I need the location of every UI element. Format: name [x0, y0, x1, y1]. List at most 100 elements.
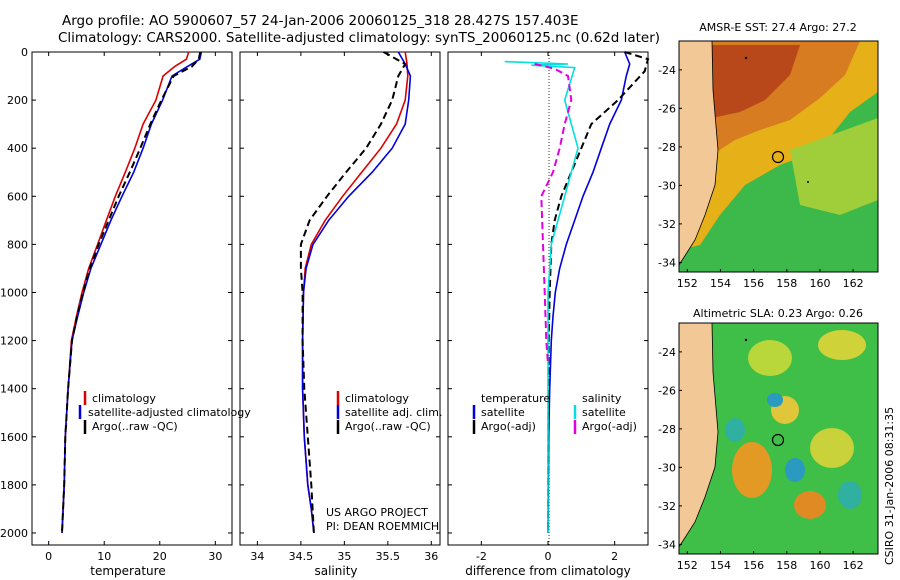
sla-anomaly-blob [838, 481, 862, 509]
y-tick-label: 1800 [0, 479, 28, 492]
sst-map: AMSR-E SST: 27.4 Argo: 27.2 152 154 156 158… [658, 21, 879, 290]
map-x-tick-label: 156 [743, 559, 764, 572]
sla-anomaly-blob [794, 491, 826, 519]
y-tick-label: 2000 [0, 527, 28, 540]
sla-anomaly-blob [748, 340, 792, 376]
legend-label-sal-argo: Argo(-adj) [582, 420, 637, 433]
x-tick-label: 0 [45, 550, 52, 563]
legend-label-argo: Argo(..raw -QC) [92, 420, 178, 433]
salinity-series [299, 51, 412, 534]
sst-map-frame [678, 40, 879, 273]
map-x-tick-label: 158 [776, 559, 797, 572]
sst-hottest-zone [690, 45, 800, 118]
sla-anomaly-blob [732, 442, 772, 498]
map-y-tick-label: -34 [658, 538, 676, 551]
series-line-temperature-argo-adj- [547, 51, 650, 534]
sla-anomaly-blob [810, 428, 854, 468]
x-tick-label: 36 [424, 550, 438, 563]
y-tick-label: 1400 [0, 383, 28, 396]
legend-label-satellite: satellite adj. clim. [345, 406, 442, 419]
csiro-timestamp: CSIRO 31-Jan-2006 08:31:35 [883, 407, 896, 565]
legend-label-satellite: satellite-adjusted climatology [88, 406, 251, 419]
series-line-argo-raw-qc- [61, 51, 202, 534]
map-x-tick-label: 162 [843, 277, 864, 290]
map-x-tick-label: 152 [677, 559, 698, 572]
difference-legend: temperature satellite Argo(-adj) salinit… [472, 392, 637, 434]
legend-heading-salinity: salinity [582, 392, 622, 405]
x-tick-label: -2 [476, 550, 487, 563]
difference-panel: -2 0 2 difference from climatology tempera… [447, 51, 650, 578]
x-tick-label: 2 [611, 550, 618, 563]
y-tick-label: 1000 [0, 286, 28, 299]
temperature-xlabel: temperature [90, 564, 165, 578]
y-tick-label: 400 [7, 142, 28, 155]
figure-title-line1: Argo profile: AO 5900607_57 24-Jan-2006 … [62, 13, 579, 29]
y-tick-label: 200 [7, 94, 28, 107]
x-tick-label: 34 [250, 550, 264, 563]
map-x-tick-label: 158 [776, 277, 797, 290]
sst-transition-zone [790, 118, 878, 215]
sst-island-marker [807, 181, 809, 183]
sla-anomaly-blob [818, 330, 866, 360]
project-label: US ARGO PROJECT [326, 506, 428, 519]
x-tick-label: 35 [337, 550, 351, 563]
map-x-tick-label: 152 [677, 277, 698, 290]
map-y-tick-label: -24 [658, 64, 676, 77]
sst-argo-position-marker [771, 150, 785, 164]
salinity-panel: 34 34.5 35 35.5 36 salinity climatology sate… [239, 51, 442, 578]
x-tick-label: 35.5 [376, 550, 401, 563]
series-line-salinity-satellite [504, 60, 579, 533]
legend-heading-temperature: temperature [481, 392, 550, 405]
map-x-tick-label: 160 [809, 559, 830, 572]
map-y-tick-label: -30 [658, 179, 676, 192]
difference-xlabel: difference from climatology [465, 564, 631, 578]
map-y-tick-label: -24 [658, 346, 676, 359]
temperature-axes-frame [31, 51, 233, 546]
temperature-y-ticks: 0 200 400 600 800 1000 1200 1400 1600 1800 2000 [0, 46, 648, 540]
series-line-climatology [61, 51, 190, 534]
difference-x-ticks: -2 0 2 [476, 52, 618, 563]
y-tick-label: 1200 [0, 335, 28, 348]
sst-map-title: AMSR-E SST: 27.4 Argo: 27.2 [699, 21, 857, 34]
sla-map-frame [678, 322, 879, 555]
map-x-tick-label: 154 [710, 277, 731, 290]
difference-series [504, 51, 650, 534]
legend-label-argo: Argo(..raw -QC) [345, 420, 431, 433]
map-y-tick-label: -28 [658, 423, 676, 436]
sla-anomaly-blob [767, 393, 783, 407]
map-x-tick-label: 154 [710, 559, 731, 572]
sla-island-marker [744, 338, 748, 342]
series-line-satellite-adjusted-climatology [61, 51, 203, 534]
series-line-salinity-argo-adj- [534, 63, 573, 365]
y-tick-label: 800 [7, 238, 28, 251]
temperature-legend: climatology satellite-adjusted climatolo… [78, 391, 251, 434]
map-x-tick-label: 156 [743, 277, 764, 290]
legend-label-temp-satellite: satellite [481, 406, 525, 419]
sla-map-title: Altimetric SLA: 0.23 Argo: 0.26 [693, 307, 863, 320]
map-y-tick-label: -28 [658, 141, 676, 154]
map-y-tick-label: -32 [658, 218, 676, 231]
sst-map-ticks: 152 154 156 158 160 162 -24 -26 -28 -30 -32 -34 [658, 64, 864, 290]
series-line-temperature-satellite [547, 51, 631, 534]
series-line-satellite-adj-clim- [301, 51, 412, 534]
x-tick-label: 10 [97, 550, 111, 563]
y-tick-label: 1600 [0, 431, 28, 444]
sla-map-ticks: 152 154 156 158 160 162 -24 -26 -28 -30 -32 -34 [658, 346, 864, 572]
legend-label-temp-argo: Argo(-adj) [481, 420, 536, 433]
figure-title-line2: Climatology: CARS2000. Satellite-adjuste… [58, 30, 660, 46]
x-tick-label: 20 [153, 550, 167, 563]
temperature-panel: 0 200 400 600 800 1000 1200 1400 1600 1800 2000 0 1… [0, 46, 648, 578]
sst-island-marker [744, 56, 748, 60]
map-y-tick-label: -26 [658, 102, 676, 115]
salinity-legend: climatology satellite adj. clim. Argo(..… [336, 391, 442, 434]
temperature-x-ticks: 0 10 20 30 [45, 52, 222, 563]
map-x-tick-label: 162 [843, 559, 864, 572]
y-tick-label: 600 [7, 190, 28, 203]
sla-coastline-land [679, 323, 719, 548]
salinity-axes-frame [239, 51, 441, 546]
map-y-tick-label: -30 [658, 461, 676, 474]
x-tick-label: 0 [545, 550, 552, 563]
sla-argo-position-marker [771, 433, 785, 447]
sla-map: Altimetric SLA: 0.23 Argo: 0.26 152 154 15… [658, 307, 879, 572]
